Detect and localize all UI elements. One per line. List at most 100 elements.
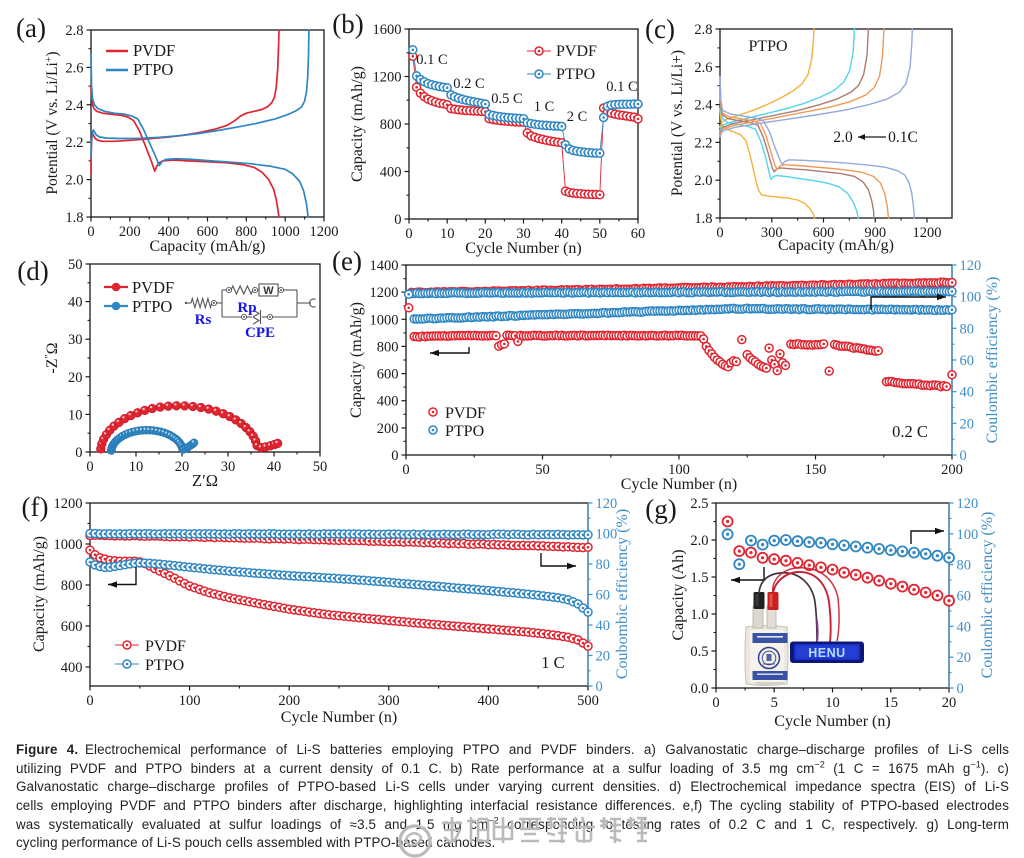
svg-text:Coulombic efficiency (%): Coulombic efficiency (%) [979,512,996,679]
svg-text:PVDF: PVDF [445,405,486,422]
svg-text:15: 15 [884,695,899,711]
svg-text:(e): (e) [332,246,362,276]
svg-text:1200: 1200 [373,70,402,86]
svg-text:Coulombic efficiency (%): Coulombic efficiency (%) [984,277,1001,444]
svg-text:0: 0 [86,693,93,709]
svg-text:CPE: CPE [245,325,275,341]
svg-text:30: 30 [68,332,83,348]
svg-text:Capacity (mAh/g): Capacity (mAh/g) [778,237,894,254]
svg-text:1600: 1600 [373,22,402,38]
svg-text:10: 10 [129,459,144,475]
svg-text:60: 60 [960,353,975,369]
svg-text:40: 40 [554,226,569,242]
svg-text:1.0: 1.0 [690,607,708,623]
svg-text:0: 0 [391,448,398,464]
svg-text:PTPO: PTPO [556,66,595,83]
svg-text:0: 0 [596,679,603,695]
svg-text:PTPO: PTPO [748,38,787,55]
svg-text:Capacity (mAh/g): Capacity (mAh/g) [150,238,266,255]
svg-text:2.5: 2.5 [690,496,708,512]
svg-text:2.2: 2.2 [65,135,83,151]
svg-text:400: 400 [380,165,402,181]
svg-text:0: 0 [405,226,412,242]
svg-text:0.1C: 0.1C [888,129,918,146]
svg-text:0: 0 [87,224,94,240]
svg-text:600: 600 [197,224,219,240]
svg-text:2.0: 2.0 [690,533,708,549]
svg-text:40: 40 [957,619,972,635]
svg-text:80: 80 [960,321,975,337]
svg-text:0.1 C: 0.1 C [416,52,447,68]
svg-text:200: 200 [941,462,963,478]
svg-text:500: 500 [577,693,599,709]
svg-text:1 C: 1 C [541,653,564,672]
svg-text:1.8: 1.8 [694,211,712,227]
svg-text:Rp: Rp [237,300,256,316]
svg-text:400: 400 [478,693,500,709]
svg-text:30: 30 [516,226,531,242]
svg-text:1 C: 1 C [534,99,555,115]
svg-text:(g): (g) [645,494,676,524]
svg-text:2.0: 2.0 [833,129,853,146]
svg-text:800: 800 [377,339,399,355]
svg-text:Capacity (mAh/g): Capacity (mAh/g) [348,302,365,418]
svg-text:900: 900 [864,225,886,241]
svg-text:400: 400 [61,660,83,676]
svg-text:0: 0 [716,225,723,241]
svg-text:150: 150 [805,462,827,478]
svg-text:PVDF: PVDF [556,43,597,60]
svg-text:1200: 1200 [370,285,399,301]
svg-text:1400: 1400 [370,258,399,274]
svg-text:20: 20 [957,650,972,666]
svg-text:PVDF: PVDF [145,638,186,655]
svg-text:600: 600 [377,367,399,383]
svg-text:Z′Ω: Z′Ω [192,471,218,490]
svg-text:100: 100 [179,693,201,709]
svg-text:50: 50 [313,459,328,475]
svg-text:Capacity (mAh/g): Capacity (mAh/g) [31,536,48,652]
svg-text:10: 10 [440,226,455,242]
svg-text:60: 60 [631,226,646,242]
svg-text:2.8: 2.8 [694,22,712,38]
svg-text:800: 800 [235,224,257,240]
svg-text:(f): (f) [22,492,49,522]
svg-text:40: 40 [68,295,83,311]
svg-text:400: 400 [377,394,399,410]
svg-text:2.0: 2.0 [694,173,712,189]
svg-text:20: 20 [68,370,83,386]
svg-text:1000: 1000 [271,224,300,240]
svg-text:100: 100 [596,527,618,543]
svg-text:Capacity (Ah): Capacity (Ah) [670,549,687,640]
svg-text:HENU: HENU [808,646,845,660]
svg-text:-Z″Ω: -Z″Ω [44,342,62,373]
svg-text:0.5 C: 0.5 C [491,91,522,107]
svg-text:(c): (c) [645,14,675,44]
svg-text:10: 10 [68,407,83,423]
svg-text:60: 60 [957,589,972,605]
svg-text:100: 100 [957,527,979,543]
svg-text:0: 0 [957,681,964,697]
svg-text:Capacity (mAh/g): Capacity (mAh/g) [349,66,366,182]
svg-text:80: 80 [596,557,611,573]
svg-text:20: 20 [478,226,493,242]
svg-text:300: 300 [378,693,400,709]
svg-text:PTPO: PTPO [445,423,484,440]
svg-text:10: 10 [825,695,840,711]
svg-text:200: 200 [278,693,300,709]
svg-text:20: 20 [942,695,957,711]
svg-text:(d): (d) [17,256,48,286]
svg-text:PTPO: PTPO [132,297,172,316]
svg-text:2.8: 2.8 [65,23,83,39]
svg-text:2.0: 2.0 [65,173,83,189]
svg-text:600: 600 [61,619,83,635]
svg-text:1200: 1200 [310,224,339,240]
svg-text:Potential (V vs. Li/Li+): Potential (V vs. Li/Li+) [44,51,62,194]
svg-text:2.4: 2.4 [65,98,84,114]
svg-text:0: 0 [394,212,401,228]
svg-text:2 C: 2 C [567,109,588,125]
svg-text:0: 0 [960,448,967,464]
svg-text:40: 40 [960,385,975,401]
svg-text:40: 40 [267,459,282,475]
svg-text:100: 100 [668,462,690,478]
svg-text:Coubombic efficiency (%): Coubombic efficiency (%) [614,509,631,679]
